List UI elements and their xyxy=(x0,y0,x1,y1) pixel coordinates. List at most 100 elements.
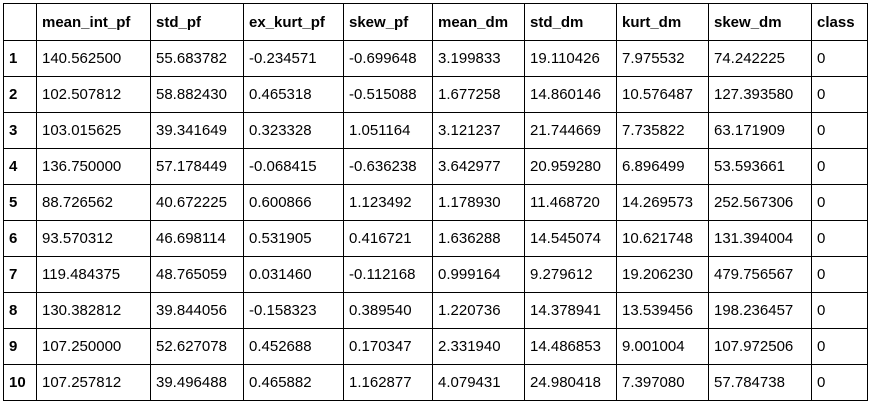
table-cell: 88.726562 xyxy=(36,184,151,221)
table-row: 9 107.250000 52.627078 0.452688 0.170347 2.33… xyxy=(3,328,868,365)
table-cell: 0.465882 xyxy=(243,364,344,401)
table-cell: 0 xyxy=(811,148,868,185)
table-cell: 40.672225 xyxy=(150,184,244,221)
table-cell: 13.539456 xyxy=(616,292,709,329)
table-cell: 48.765059 xyxy=(150,256,244,293)
table-cell: 119.484375 xyxy=(36,256,151,293)
table-cell: 58.882430 xyxy=(150,76,244,113)
table-cell: 0.999164 xyxy=(432,256,525,293)
table-cell: 1.162877 xyxy=(343,364,433,401)
row-index: 9 xyxy=(3,328,37,365)
header-row: mean_int_pf std_pf ex_kurt_pf skew_pf me… xyxy=(3,3,868,41)
table-cell: 0 xyxy=(811,364,868,401)
row-index: 7 xyxy=(3,256,37,293)
table-cell: 1.220736 xyxy=(432,292,525,329)
table-row: 3 103.015625 39.341649 0.323328 1.051164 3.12… xyxy=(3,112,868,149)
column-header-std-dm: std_dm xyxy=(524,3,617,41)
table-cell: 3.642977 xyxy=(432,148,525,185)
table-cell: 39.341649 xyxy=(150,112,244,149)
table-cell: 6.896499 xyxy=(616,148,709,185)
table-cell: 0.452688 xyxy=(243,328,344,365)
table-cell: 1.123492 xyxy=(343,184,433,221)
table-cell: -0.112168 xyxy=(343,256,433,293)
table-cell: -0.636238 xyxy=(343,148,433,185)
table-cell: 107.250000 xyxy=(36,328,151,365)
column-header-mean-int-pf: mean_int_pf xyxy=(36,3,151,41)
table-cell: -0.699648 xyxy=(343,40,433,77)
row-index: 10 xyxy=(3,364,37,401)
table-cell: 0 xyxy=(811,76,868,113)
table-cell: 0.531905 xyxy=(243,220,344,257)
row-index: 8 xyxy=(3,292,37,329)
dataframe-container: mean_int_pf std_pf ex_kurt_pf skew_pf me… xyxy=(3,3,868,401)
table-cell: 140.562500 xyxy=(36,40,151,77)
table-cell: 0 xyxy=(811,328,868,365)
table-cell: 7.397080 xyxy=(616,364,709,401)
table-cell: 4.079431 xyxy=(432,364,525,401)
table-body: 1 140.562500 55.683782 -0.234571 -0.699648 3.… xyxy=(3,40,868,401)
column-header-kurt-dm: kurt_dm xyxy=(616,3,709,41)
table-cell: 93.570312 xyxy=(36,220,151,257)
column-header-mean-dm: mean_dm xyxy=(432,3,525,41)
table-cell: 1.051164 xyxy=(343,112,433,149)
table-cell: 0 xyxy=(811,40,868,77)
column-header-class: class xyxy=(811,3,868,41)
table-cell: 10.576487 xyxy=(616,76,709,113)
table-cell: 14.545074 xyxy=(524,220,617,257)
table-row: 8 130.382812 39.844056 -0.158323 0.389540 1.2… xyxy=(3,292,868,329)
column-header-skew-pf: skew_pf xyxy=(343,3,433,41)
table-cell: 0.416721 xyxy=(343,220,433,257)
table-cell: 0 xyxy=(811,292,868,329)
row-index: 3 xyxy=(3,112,37,149)
table-row: 4 136.750000 57.178449 -0.068415 -0.636238 3.… xyxy=(3,148,868,185)
table-cell: 0 xyxy=(811,184,868,221)
table-row: 7 119.484375 48.765059 0.031460 -0.112168 0.9… xyxy=(3,256,868,293)
table-cell: 2.331940 xyxy=(432,328,525,365)
table-cell: 39.496488 xyxy=(150,364,244,401)
table-cell: 39.844056 xyxy=(150,292,244,329)
table-cell: 53.593661 xyxy=(708,148,812,185)
table-cell: 127.393580 xyxy=(708,76,812,113)
table-cell: 0 xyxy=(811,256,868,293)
table-cell: -0.068415 xyxy=(243,148,344,185)
table-cell: 0.170347 xyxy=(343,328,433,365)
table-cell: 52.627078 xyxy=(150,328,244,365)
table-cell: 1.677258 xyxy=(432,76,525,113)
table-cell: 1.178930 xyxy=(432,184,525,221)
table-cell: 107.972506 xyxy=(708,328,812,365)
table-cell: 14.269573 xyxy=(616,184,709,221)
table-row: 10 107.257812 39.496488 0.465882 1.162877 4.0… xyxy=(3,364,868,401)
table-cell: 0 xyxy=(811,220,868,257)
row-index: 1 xyxy=(3,40,37,77)
table-cell: 57.178449 xyxy=(150,148,244,185)
row-index: 5 xyxy=(3,184,37,221)
table-cell: 0.600866 xyxy=(243,184,344,221)
table-cell: 14.486853 xyxy=(524,328,617,365)
table-cell: -0.515088 xyxy=(343,76,433,113)
table-cell: 10.621748 xyxy=(616,220,709,257)
table-cell: 136.750000 xyxy=(36,148,151,185)
column-header-skew-dm: skew_dm xyxy=(708,3,812,41)
table-cell: 0.323328 xyxy=(243,112,344,149)
table-cell: -0.158323 xyxy=(243,292,344,329)
table-cell: 14.378941 xyxy=(524,292,617,329)
table-cell: 9.279612 xyxy=(524,256,617,293)
table-cell: 0.465318 xyxy=(243,76,344,113)
row-index: 2 xyxy=(3,76,37,113)
table-cell: 131.394004 xyxy=(708,220,812,257)
table-cell: 0.031460 xyxy=(243,256,344,293)
table-cell: 57.784738 xyxy=(708,364,812,401)
table-cell: 3.121237 xyxy=(432,112,525,149)
row-index: 4 xyxy=(3,148,37,185)
table-cell: 107.257812 xyxy=(36,364,151,401)
table-header: mean_int_pf std_pf ex_kurt_pf skew_pf me… xyxy=(3,3,868,41)
table-cell: 63.171909 xyxy=(708,112,812,149)
table-row: 2 102.507812 58.882430 0.465318 -0.515088 1.6… xyxy=(3,76,868,113)
table-cell: 130.382812 xyxy=(36,292,151,329)
table-cell: 9.001004 xyxy=(616,328,709,365)
column-header-ex-kurt-pf: ex_kurt_pf xyxy=(243,3,344,41)
table-cell: 3.199833 xyxy=(432,40,525,77)
table-cell: 7.975532 xyxy=(616,40,709,77)
table-cell: 7.735822 xyxy=(616,112,709,149)
table-cell: 103.015625 xyxy=(36,112,151,149)
